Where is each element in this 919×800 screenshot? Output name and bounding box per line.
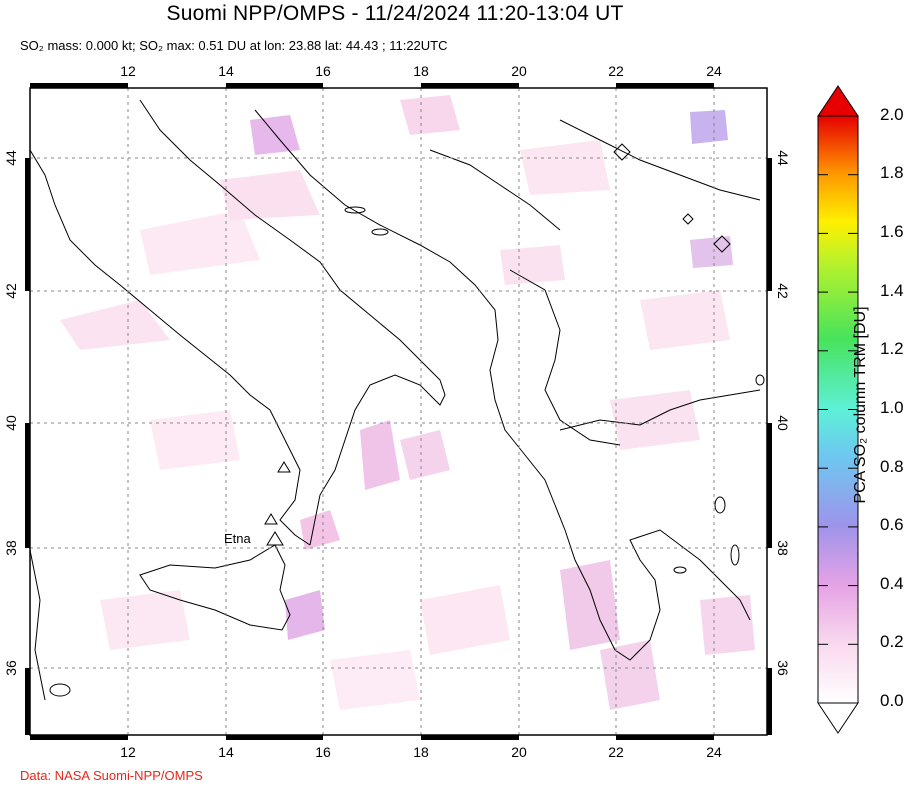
lon-tick-bottom: 24 xyxy=(706,744,722,760)
volcano-label-etna: Etna xyxy=(224,531,252,546)
triangle-icon xyxy=(266,531,284,546)
lat-tick-right: 42 xyxy=(775,283,791,299)
diamond-icon xyxy=(682,213,694,225)
lat-tick-left: 40 xyxy=(3,415,19,431)
coastlines xyxy=(30,99,765,701)
colorbar-title: PCA SO₂ column TRM [DU] xyxy=(852,306,869,504)
lat-tick-right: 36 xyxy=(775,660,791,676)
lon-tick-bottom: 18 xyxy=(413,744,429,760)
colorbar-tick-label: 1.4 xyxy=(880,281,904,300)
lat-tick-left: 36 xyxy=(3,660,19,676)
colorbar-tick-label: 2.0 xyxy=(880,105,904,124)
so2-summary: SO₂ mass: 0.000 kt; SO₂ max: 0.51 DU at … xyxy=(20,38,448,53)
lon-tick-bottom: 14 xyxy=(218,744,234,760)
lat-tick-left: 44 xyxy=(3,150,19,166)
lon-tick-top: 12 xyxy=(120,63,136,79)
lon-tick-top: 22 xyxy=(608,63,624,79)
lat-tick-left: 42 xyxy=(3,283,19,299)
colorbar-tick-label: 1.0 xyxy=(880,398,904,417)
colorbar xyxy=(817,85,859,734)
lat-tick-left: 38 xyxy=(3,540,19,556)
graticule xyxy=(30,88,767,735)
lon-tick-top: 24 xyxy=(706,63,722,79)
lon-tick-bottom: 20 xyxy=(511,744,527,760)
lon-tick-top: 16 xyxy=(315,63,331,79)
lat-tick-right: 44 xyxy=(775,150,791,166)
lon-tick-top: 14 xyxy=(218,63,234,79)
data-credit: Data: NASA Suomi-NPP/OMPS xyxy=(20,768,203,783)
page-title: Suomi NPP/OMPS - 11/24/2024 11:20-13:04 … xyxy=(166,2,624,25)
colorbar-tick-label: 0.6 xyxy=(880,515,904,534)
colorbar-tick-label: 1.2 xyxy=(880,339,904,358)
lat-tick-right: 38 xyxy=(775,540,791,556)
lon-tick-bottom: 16 xyxy=(315,744,331,760)
lon-tick-bottom: 12 xyxy=(120,744,136,760)
colorbar-tick-label: 0.2 xyxy=(880,632,904,651)
triangle-icon xyxy=(264,513,278,525)
lon-tick-bottom: 22 xyxy=(608,744,624,760)
lon-tick-top: 18 xyxy=(413,63,429,79)
lon-tick-top: 20 xyxy=(511,63,527,79)
diamond-icon xyxy=(613,143,631,161)
colorbar-tick-label: 0.8 xyxy=(880,457,904,476)
colorbar-tick-label: 1.6 xyxy=(880,222,904,241)
lat-tick-right: 40 xyxy=(775,415,791,431)
colorbar-tick-label: 0.0 xyxy=(880,691,904,710)
colorbar-min-arrow xyxy=(817,702,859,734)
so2-pixels xyxy=(60,95,755,710)
colorbar-tick-label: 1.8 xyxy=(880,163,904,182)
map-frame xyxy=(25,83,772,740)
triangle-icon xyxy=(277,461,291,473)
colorbar-max-arrow xyxy=(817,85,859,117)
diamond-icon xyxy=(713,235,731,253)
colorbar-tick-label: 0.4 xyxy=(880,574,904,593)
